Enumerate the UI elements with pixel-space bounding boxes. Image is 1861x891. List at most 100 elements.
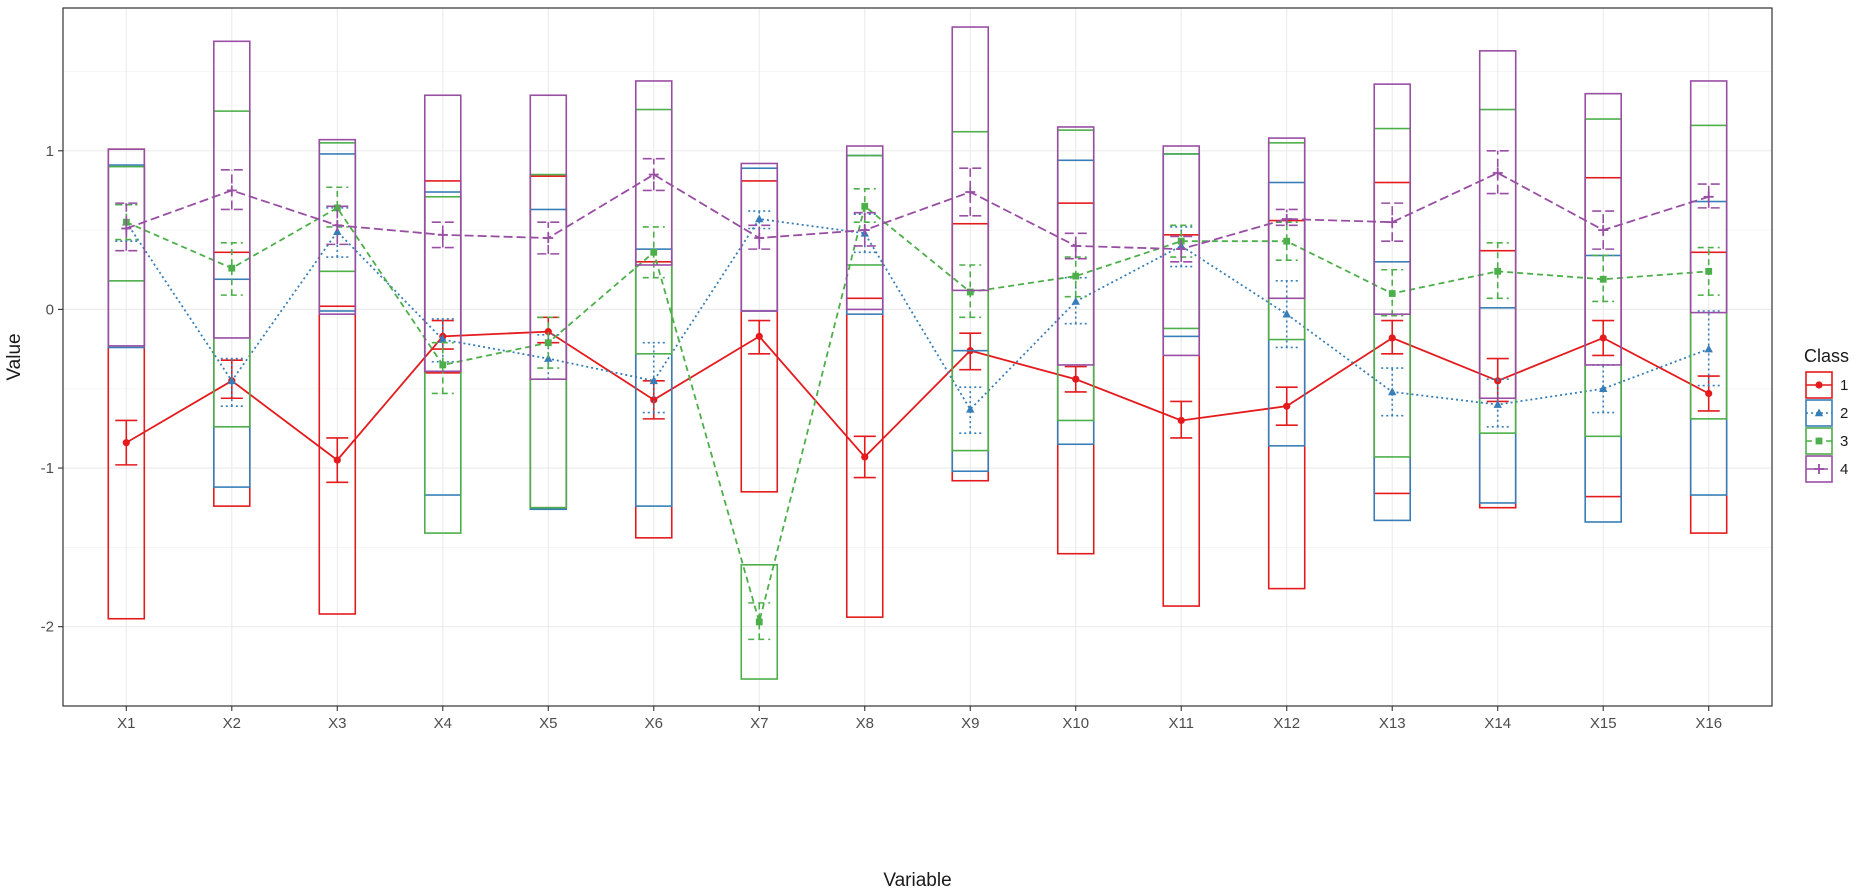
data-point bbox=[754, 233, 765, 244]
range-box bbox=[212, 40, 251, 339]
x-tick-label: X14 bbox=[1484, 715, 1511, 732]
data-point bbox=[1492, 167, 1503, 178]
legend-key-marker bbox=[1814, 408, 1824, 417]
data-point bbox=[1177, 416, 1185, 425]
data-point bbox=[121, 223, 132, 234]
data-point bbox=[1072, 272, 1080, 280]
legend-label: 2 bbox=[1840, 405, 1848, 422]
range-box bbox=[1162, 145, 1201, 357]
data-point bbox=[1599, 384, 1608, 393]
data-point bbox=[966, 404, 975, 413]
data-point bbox=[1705, 267, 1713, 275]
error-bar bbox=[959, 167, 982, 217]
range-box bbox=[740, 162, 779, 312]
legend-label: 4 bbox=[1840, 461, 1848, 478]
data-point bbox=[1283, 237, 1291, 245]
error-bar bbox=[1697, 310, 1720, 387]
data-point bbox=[226, 185, 237, 196]
data-point bbox=[1072, 375, 1080, 383]
legend-key-marker bbox=[1814, 464, 1824, 474]
y-tick-label: -2 bbox=[41, 619, 54, 636]
range-box bbox=[1584, 92, 1623, 366]
y-tick-label: -1 bbox=[41, 460, 54, 477]
data-point bbox=[1281, 213, 1292, 224]
range-box bbox=[107, 148, 146, 347]
legend: Class 1 2 3 4 bbox=[1804, 346, 1849, 483]
range-box bbox=[1267, 137, 1306, 300]
data-point bbox=[333, 204, 341, 212]
error-bar bbox=[431, 221, 454, 249]
legend-key-marker bbox=[1815, 381, 1823, 389]
data-point bbox=[1176, 244, 1187, 255]
series-line bbox=[125, 330, 1710, 462]
x-axis: X1 X2 X3 X4 X5 X6 X7 X8 X9 X10 X11 X12 X13 X14 X15 X16 bbox=[117, 706, 1722, 732]
plot-marks bbox=[107, 26, 1728, 680]
legend-label: 3 bbox=[1840, 433, 1848, 450]
legend-key-marker bbox=[1815, 437, 1823, 445]
data-point bbox=[1494, 267, 1502, 275]
x-tick-label: X7 bbox=[750, 715, 768, 732]
series-1 bbox=[107, 148, 1728, 620]
error-bar bbox=[115, 202, 138, 252]
x-tick-label: X10 bbox=[1062, 715, 1089, 732]
x-tick-label: X11 bbox=[1168, 715, 1194, 732]
error-bar bbox=[959, 386, 982, 434]
data-point bbox=[332, 220, 343, 231]
y-axis-title: Value bbox=[4, 333, 25, 380]
data-point bbox=[1599, 275, 1607, 283]
data-point bbox=[1283, 402, 1291, 410]
range-box bbox=[1478, 50, 1517, 400]
error-bar bbox=[1381, 367, 1404, 417]
range-box bbox=[845, 145, 884, 311]
data-point bbox=[1598, 225, 1609, 236]
data-point bbox=[439, 361, 447, 369]
x-tick-label: X3 bbox=[328, 715, 346, 732]
data-point bbox=[650, 248, 658, 256]
range-box bbox=[951, 26, 990, 292]
x-tick-label: X5 bbox=[539, 715, 557, 732]
data-point bbox=[122, 439, 130, 447]
data-point bbox=[1493, 400, 1502, 408]
data-point bbox=[437, 229, 448, 240]
data-point bbox=[543, 233, 554, 244]
data-point bbox=[544, 339, 552, 347]
legend-item-2: 2 bbox=[1805, 399, 1848, 427]
x-axis-title: Variable bbox=[883, 870, 951, 891]
error-bar bbox=[1486, 378, 1509, 428]
data-point bbox=[861, 453, 869, 461]
series-line bbox=[125, 171, 1709, 251]
y-axis: -2 -1 0 1 bbox=[41, 143, 63, 636]
x-tick-label: X2 bbox=[223, 715, 241, 732]
error-bar bbox=[1275, 280, 1298, 349]
error-bar bbox=[220, 241, 243, 296]
data-point bbox=[1387, 217, 1398, 228]
data-point bbox=[227, 376, 236, 385]
data-point bbox=[755, 618, 763, 626]
legend-label: 1 bbox=[1840, 377, 1848, 394]
y-tick-label: 0 bbox=[46, 301, 54, 318]
range-box bbox=[634, 80, 673, 266]
error-bar bbox=[748, 224, 771, 250]
data-point bbox=[1282, 309, 1291, 318]
legend-item-1: 1 bbox=[1805, 371, 1848, 399]
data-point bbox=[755, 214, 764, 223]
series-line bbox=[125, 204, 1709, 626]
x-tick-label: X16 bbox=[1695, 715, 1722, 732]
error-bar bbox=[642, 341, 665, 414]
x-tick-label: X8 bbox=[856, 715, 874, 732]
data-point bbox=[861, 202, 869, 210]
data-point bbox=[650, 396, 658, 404]
data-point bbox=[1071, 296, 1080, 305]
range-box bbox=[1689, 80, 1728, 314]
data-point bbox=[1388, 334, 1396, 342]
data-point bbox=[1599, 334, 1607, 342]
y-tick-label: 1 bbox=[46, 143, 54, 160]
range-box bbox=[845, 297, 884, 618]
x-tick-label: X9 bbox=[961, 715, 979, 732]
range-box bbox=[740, 180, 779, 493]
range-box bbox=[423, 94, 462, 373]
error-bar bbox=[220, 357, 243, 407]
series-line bbox=[125, 218, 1710, 411]
